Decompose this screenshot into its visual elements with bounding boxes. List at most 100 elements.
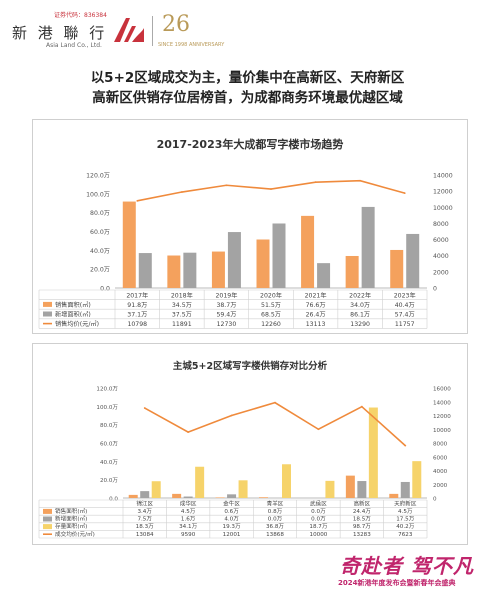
category-label: 武侯区	[310, 499, 327, 507]
bar-3	[151, 481, 161, 498]
right-axis-tick-label: 0	[433, 286, 437, 293]
right-axis-tick-label: 2000	[433, 483, 448, 489]
market-trend-panel: 2017-2023年大成都写字楼市场趋势 0.0 20.0万 40.0万 60.0万 8…	[32, 119, 468, 334]
data-label: 0.0万	[268, 516, 283, 523]
brand-logo-icon	[114, 18, 144, 42]
brand-name-en: Asia Land Co., Ltd.	[46, 42, 102, 49]
bar-2	[227, 232, 241, 288]
bar-3	[325, 480, 335, 498]
brand-name: 新 港 聯 行	[12, 24, 108, 42]
left-axis-tick-label: 20.0万	[90, 267, 110, 274]
left-axis-tick-label: 60.0万	[90, 229, 110, 236]
data-label: 40.4万	[395, 302, 415, 309]
data-label: 86.1万	[350, 312, 370, 319]
right-axis-tick-label: 6000	[433, 237, 449, 244]
data-label: 68.5万	[261, 312, 281, 319]
data-label: 0.8万	[268, 508, 283, 515]
category-label: 2023年	[394, 291, 416, 299]
district-compare-panel: 主城5+2区域写字楼供销存对比分析 0.0 20.0万 40.0万 60.0万 80.0…	[32, 343, 468, 545]
right-axis-tick-label: 10000	[433, 205, 453, 212]
data-label: 91.8万	[127, 302, 147, 309]
price-point	[359, 179, 362, 182]
data-label: 4.0万	[224, 516, 239, 523]
data-label: 12730	[217, 321, 237, 328]
left-axis-tick-label: 40.0万	[100, 459, 118, 466]
data-label: 18.7万	[309, 523, 327, 530]
bar-1	[256, 239, 270, 288]
header-divider	[152, 16, 153, 46]
data-label: 1.6万	[181, 516, 196, 523]
data-label: 51.5万	[261, 302, 281, 309]
data-label: 12260	[261, 321, 281, 328]
category-label: 2018年	[171, 291, 193, 299]
data-label: 37.5万	[172, 312, 192, 319]
bar-3	[412, 461, 422, 498]
price-point	[187, 431, 190, 433]
data-label: 0.0万	[311, 508, 326, 515]
legend-label: 销售面积(㎡)	[55, 507, 87, 515]
data-label: 10000	[310, 532, 328, 538]
data-label: 13868	[266, 532, 284, 538]
legend-swatch	[43, 516, 52, 522]
bar-3	[368, 407, 378, 498]
data-label: 4.5万	[398, 508, 413, 515]
legend-swatch	[43, 508, 52, 514]
data-label: 37.1万	[127, 312, 147, 319]
left-axis-tick-label: 0.0	[100, 286, 110, 293]
category-label: 高新区	[353, 499, 370, 507]
data-label: 13290	[350, 321, 370, 328]
legend-swatch	[43, 524, 52, 530]
bar-1	[389, 493, 399, 498]
data-label: 40.2万	[396, 523, 414, 530]
right-axis-tick-label: 10000	[433, 428, 451, 434]
right-axis-tick-label: 12000	[433, 189, 453, 196]
data-label: 18.3万	[136, 523, 154, 530]
price-point	[225, 184, 228, 187]
data-label: 59.4万	[216, 312, 236, 319]
legend-label: 新增面积(㎡)	[55, 515, 87, 523]
right-axis-tick-label: 0	[433, 497, 437, 503]
right-axis-tick-label: 16000	[433, 387, 451, 393]
chart-title: 主城5+2区域写字楼供销存对比分析	[172, 361, 328, 372]
category-label: 青羊区	[267, 499, 284, 507]
data-label: 57.4万	[395, 312, 415, 319]
data-label: 4.5万	[181, 508, 196, 515]
right-axis-tick-label: 12000	[433, 414, 451, 420]
anniversary-caption: SINCE 1998 ANNIVERSARY	[158, 42, 225, 48]
price-point	[403, 192, 406, 195]
data-label: 11891	[172, 321, 192, 328]
left-axis-tick-label: 40.0万	[90, 248, 110, 255]
bar-1	[390, 249, 404, 288]
price-point	[143, 407, 146, 409]
district-compare-chart: 0.0 20.0万 40.0万 60.0万 80.0万 100.0万 120.0万 0 2000…	[38, 386, 451, 539]
category-label: 成华区	[180, 499, 197, 507]
event-subtitle: 2024新港年度发布会暨新春年会盛典	[338, 579, 456, 587]
legend-swatch	[43, 301, 52, 307]
data-label: 76.6万	[306, 302, 326, 309]
data-label: 0.6万	[224, 508, 239, 515]
data-label: 24.4万	[353, 508, 371, 515]
right-axis-tick-label: 6000	[433, 455, 448, 461]
price-point	[404, 444, 407, 447]
price-point	[230, 414, 233, 417]
bar-2	[183, 252, 197, 288]
data-label: 3.4万	[137, 508, 152, 515]
headline-line-1: 以5+2区域成交为主，量价集中在高新区、天府新区	[90, 70, 405, 86]
price-point	[270, 188, 272, 190]
category-label: 天府新区	[394, 499, 417, 507]
bar-1	[215, 497, 225, 498]
bar-2	[361, 206, 375, 288]
left-axis-tick-label: 100.0万	[96, 404, 118, 411]
bar-3	[238, 480, 248, 498]
bar-2	[406, 233, 420, 288]
data-label: 18.5万	[353, 516, 371, 523]
left-axis-tick-label: 60.0万	[100, 441, 118, 448]
right-axis-tick-label: 2000	[433, 269, 449, 276]
bar-2	[400, 481, 410, 498]
data-label: 34.1万	[179, 523, 197, 530]
bar-1	[345, 255, 359, 288]
legend-label: 新增面积(㎡)	[55, 311, 91, 319]
bar-1	[172, 493, 182, 498]
legend-label: 销售面积(㎡)	[55, 301, 91, 309]
page-header: 证券代码：836384 新 港 聯 行 Asia Land Co., Ltd. …	[0, 0, 495, 58]
